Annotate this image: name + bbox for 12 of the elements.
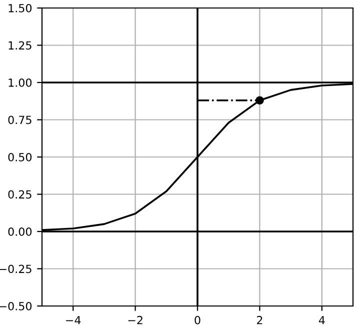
x-tick-label: 2	[256, 316, 262, 324]
y-tick-label: 1.00	[8, 78, 32, 87]
y-tick-label: 0.50	[8, 152, 32, 162]
y-tick-label: 1.25	[8, 41, 32, 50]
x-tick-label: 4	[318, 316, 325, 324]
y-tick-label: 0.75	[8, 116, 32, 124]
y-tick-label: 0.25	[8, 190, 32, 199]
y-tick-label: 1.50	[8, 4, 32, 12]
x-tick-label: 0	[194, 316, 200, 324]
x-tick-label: −2	[128, 316, 142, 324]
x-tick-label: −4	[66, 316, 81, 324]
y-tick-label: 0.00	[8, 227, 32, 236]
